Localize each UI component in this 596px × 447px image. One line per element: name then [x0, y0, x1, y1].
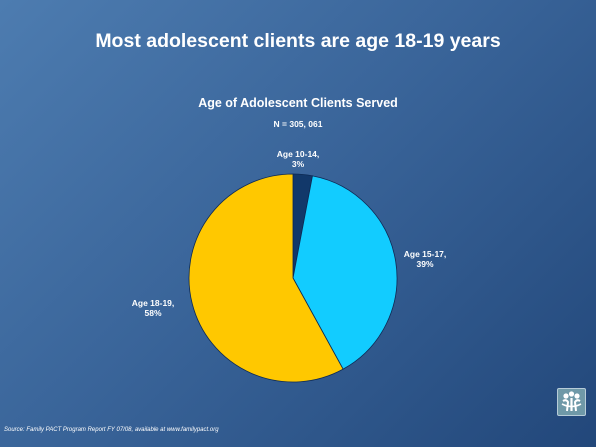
- slice-label-age-15-17: Age 15-17, 39%: [403, 249, 447, 269]
- chart-title: Age of Adolescent Clients Served: [198, 96, 398, 110]
- slice-label-age-18-19: Age 18-19, 58%: [131, 298, 175, 318]
- slide-title: Most adolescent clients are age 18-19 ye…: [95, 30, 501, 52]
- pie-slice-age-18-19: [188, 173, 344, 383]
- family-figures-logo-icon: [557, 388, 586, 416]
- pie-slice-age-15-17: [292, 175, 398, 370]
- chart-subtitle: N = 305, 061: [273, 119, 323, 129]
- slice-label-age-10-14: Age 10-14, 3%: [276, 149, 320, 169]
- source-note: Source: Family PACT Program Report FY 07…: [4, 427, 219, 433]
